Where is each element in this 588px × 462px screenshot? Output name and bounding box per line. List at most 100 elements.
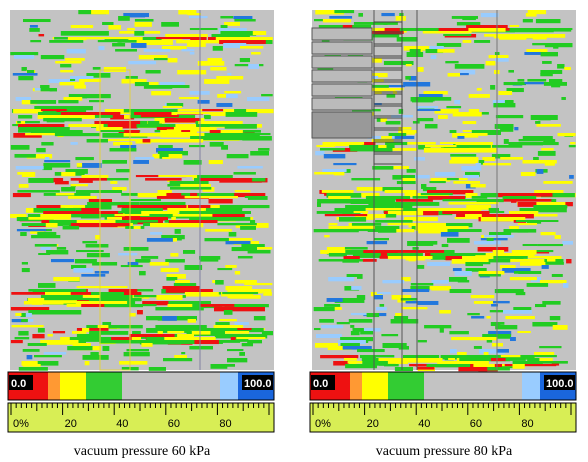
heat-cell bbox=[159, 121, 165, 124]
heat-cell bbox=[342, 346, 372, 350]
heat-cell bbox=[219, 37, 273, 42]
heat-cell bbox=[234, 322, 249, 326]
color-segment bbox=[424, 372, 522, 400]
heat-cell bbox=[500, 127, 514, 132]
heat-cell bbox=[94, 271, 109, 274]
heat-cell bbox=[94, 298, 135, 302]
heat-cell bbox=[185, 193, 235, 198]
heat-cell bbox=[412, 247, 419, 250]
heat-cell bbox=[351, 223, 382, 226]
heat-cell bbox=[123, 247, 149, 251]
heat-cell bbox=[358, 13, 363, 17]
heat-cell bbox=[204, 211, 251, 214]
heat-cell bbox=[38, 283, 56, 288]
heat-cell bbox=[15, 97, 31, 101]
heat-cell bbox=[102, 346, 110, 351]
heat-cell bbox=[430, 55, 437, 60]
heat-cell bbox=[425, 145, 444, 148]
heat-cell bbox=[132, 331, 141, 335]
heat-cell bbox=[28, 217, 71, 220]
heat-cell bbox=[18, 367, 48, 371]
heat-cell bbox=[89, 331, 129, 335]
heat-cell bbox=[551, 199, 557, 204]
heat-cell bbox=[219, 319, 237, 322]
ruler-label: 80 bbox=[521, 418, 533, 430]
heat-cell bbox=[66, 304, 81, 307]
heat-cell bbox=[382, 187, 403, 192]
heat-cell bbox=[109, 148, 137, 152]
heat-cell bbox=[389, 166, 409, 170]
heat-cell bbox=[314, 172, 335, 175]
heat-cell bbox=[320, 148, 345, 151]
heat-cell bbox=[118, 220, 158, 223]
heat-cell bbox=[462, 16, 476, 21]
heat-cell bbox=[82, 355, 109, 360]
heat-cell bbox=[381, 136, 392, 139]
grid-box bbox=[373, 129, 403, 141]
heat-cell bbox=[76, 328, 109, 331]
heat-cell bbox=[170, 214, 222, 217]
heat-cell bbox=[398, 109, 404, 114]
heat-cell bbox=[12, 73, 38, 76]
heat-cell bbox=[427, 196, 465, 200]
heat-cell bbox=[478, 160, 485, 165]
heat-cell bbox=[157, 331, 163, 335]
heat-cell bbox=[452, 112, 482, 117]
heat-cell bbox=[157, 190, 172, 195]
heat-cell bbox=[449, 160, 478, 164]
heat-cell bbox=[126, 349, 149, 352]
heat-cell bbox=[217, 94, 226, 98]
heat-cell bbox=[162, 316, 177, 321]
heat-cell bbox=[133, 160, 149, 164]
region-outline bbox=[99, 69, 131, 371]
heat-cell bbox=[166, 127, 174, 130]
ruler-bg bbox=[309, 402, 577, 433]
heat-cell bbox=[509, 28, 554, 33]
heat-cell bbox=[412, 100, 433, 103]
heat-cell bbox=[45, 223, 58, 228]
grid-box bbox=[311, 27, 373, 41]
heat-cell bbox=[489, 232, 512, 236]
heat-cell bbox=[65, 169, 88, 174]
heat-cell bbox=[451, 259, 489, 264]
heat-cell bbox=[561, 97, 566, 100]
heat-cell bbox=[515, 292, 526, 296]
heat-cell bbox=[103, 67, 126, 72]
heat-cell bbox=[155, 307, 204, 311]
heat-cell bbox=[370, 292, 383, 297]
heat-cell bbox=[490, 322, 501, 327]
heat-cell bbox=[10, 145, 30, 150]
heat-cell bbox=[415, 106, 438, 109]
heat-cell bbox=[166, 277, 178, 281]
heat-cell bbox=[40, 295, 83, 300]
heat-cell bbox=[444, 148, 497, 153]
heat-cell bbox=[467, 358, 511, 362]
heat-cell bbox=[177, 70, 207, 75]
heat-cell bbox=[110, 181, 118, 184]
heat-cell bbox=[99, 340, 146, 344]
heat-cell bbox=[173, 283, 197, 288]
heat-cell bbox=[208, 160, 223, 165]
heat-cell bbox=[342, 25, 353, 30]
heat-cell bbox=[98, 46, 105, 51]
heat-cell bbox=[197, 100, 210, 104]
heat-cell bbox=[62, 226, 80, 230]
heat-cell bbox=[470, 184, 486, 188]
heat-cell bbox=[140, 214, 192, 219]
heat-cell bbox=[540, 73, 553, 77]
heat-cell bbox=[156, 295, 183, 300]
heat-cell bbox=[75, 157, 94, 161]
heat-cell bbox=[362, 361, 396, 364]
heat-cell bbox=[166, 214, 173, 218]
heat-cell bbox=[141, 13, 149, 18]
heat-cell bbox=[252, 178, 266, 182]
heat-cell bbox=[508, 70, 514, 73]
heat-cell bbox=[155, 325, 207, 330]
heat-cell bbox=[483, 235, 514, 238]
heat-cell bbox=[104, 304, 143, 308]
heat-cell bbox=[470, 295, 495, 299]
heat-cell bbox=[90, 37, 133, 40]
heat-cell bbox=[564, 67, 571, 71]
heat-cell bbox=[344, 358, 357, 361]
